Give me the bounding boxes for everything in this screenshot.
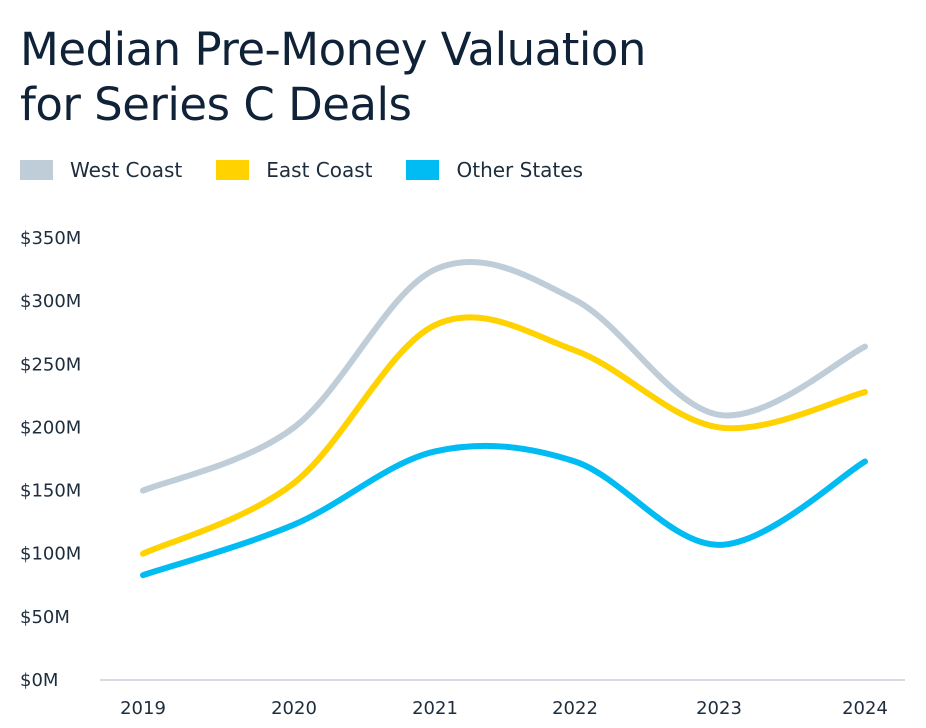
- legend-item-west-coast: West Coast: [20, 158, 182, 182]
- x-tick-label: 2021: [412, 698, 458, 719]
- y-tick-label: $200M: [20, 417, 81, 438]
- legend-item-other-states: Other States: [406, 158, 583, 182]
- series-line-west-coast: [140, 258, 868, 494]
- title-line-1: Median Pre-Money Valuation: [20, 23, 646, 76]
- legend-swatch: [216, 160, 250, 180]
- legend-label: Other States: [456, 158, 583, 182]
- chart-title: Median Pre-Money Valuation for Series C …: [20, 22, 646, 132]
- y-tick-label: $350M: [20, 228, 81, 249]
- y-tick-label: $250M: [20, 354, 81, 375]
- y-tick-label: $150M: [20, 481, 81, 502]
- x-tick-label: 2022: [552, 698, 598, 719]
- legend-item-east-coast: East Coast: [216, 158, 372, 182]
- x-tick-label: 2019: [120, 698, 166, 719]
- x-tick-label: 2020: [271, 698, 317, 719]
- title-line-2: for Series C Deals: [20, 78, 412, 131]
- y-tick-label: $100M: [20, 544, 81, 565]
- y-tick-label: $0M: [20, 670, 58, 691]
- x-tick-label: 2024: [842, 698, 888, 719]
- series-line-east-coast: [140, 314, 868, 557]
- series-line-other-states: [140, 442, 868, 579]
- legend-swatch: [406, 160, 440, 180]
- legend-swatch: [20, 160, 53, 180]
- y-tick-label: $50M: [20, 607, 70, 628]
- y-tick-label: $300M: [20, 291, 81, 312]
- legend-label: West Coast: [70, 158, 183, 182]
- legend: West Coast East Coast Other States: [20, 158, 617, 182]
- legend-label: East Coast: [266, 158, 373, 182]
- x-tick-label: 2023: [696, 698, 742, 719]
